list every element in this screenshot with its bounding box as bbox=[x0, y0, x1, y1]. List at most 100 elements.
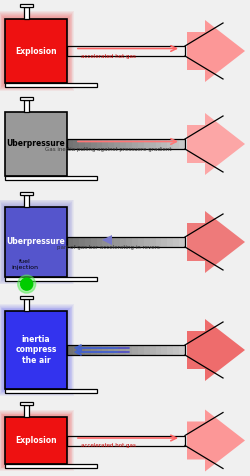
Bar bbox=[0, 14, 72, 88]
Text: Uberpressure: Uberpressure bbox=[6, 139, 66, 149]
Bar bbox=[0, 307, 72, 393]
Bar bbox=[73, 237, 79, 247]
Bar bbox=[67, 345, 73, 355]
Bar bbox=[79, 237, 85, 247]
Bar bbox=[0, 11, 74, 90]
Bar bbox=[79, 345, 85, 355]
Bar bbox=[167, 237, 174, 247]
Bar bbox=[102, 139, 109, 149]
Bar bbox=[0, 412, 72, 469]
Bar bbox=[132, 139, 138, 149]
Bar bbox=[114, 237, 120, 247]
Bar bbox=[85, 139, 91, 149]
Bar bbox=[0, 411, 73, 470]
Bar bbox=[120, 345, 126, 355]
Bar bbox=[24, 195, 29, 207]
Text: accelerated hot gas: accelerated hot gas bbox=[81, 54, 136, 59]
Polygon shape bbox=[187, 20, 245, 82]
Text: Explosion: Explosion bbox=[15, 436, 57, 445]
Bar bbox=[85, 237, 91, 247]
Bar bbox=[90, 345, 97, 355]
Bar bbox=[138, 345, 144, 355]
Bar bbox=[2, 204, 70, 280]
Bar bbox=[108, 237, 115, 247]
Bar bbox=[0, 304, 74, 396]
Bar bbox=[162, 139, 168, 149]
Bar bbox=[114, 345, 120, 355]
Polygon shape bbox=[187, 211, 245, 273]
Bar bbox=[150, 139, 156, 149]
Bar bbox=[5, 464, 97, 468]
Bar bbox=[167, 139, 174, 149]
Bar bbox=[2, 16, 70, 86]
Bar bbox=[173, 345, 180, 355]
Bar bbox=[2, 308, 70, 392]
Bar bbox=[5, 176, 97, 179]
Bar bbox=[5, 278, 97, 281]
Bar bbox=[179, 237, 186, 247]
Bar bbox=[90, 139, 97, 149]
Bar bbox=[138, 139, 144, 149]
Bar bbox=[24, 405, 29, 417]
Bar bbox=[85, 345, 91, 355]
Circle shape bbox=[18, 275, 36, 293]
Bar bbox=[114, 139, 120, 149]
Bar bbox=[96, 345, 103, 355]
Text: Explosion: Explosion bbox=[15, 47, 57, 56]
Bar bbox=[4, 416, 68, 465]
Bar bbox=[173, 237, 180, 247]
Bar bbox=[144, 139, 150, 149]
Bar bbox=[5, 207, 67, 278]
Polygon shape bbox=[102, 235, 112, 245]
Bar bbox=[67, 46, 185, 56]
Bar bbox=[144, 237, 150, 247]
Bar bbox=[96, 237, 103, 247]
Text: inertia
compress
the air: inertia compress the air bbox=[15, 335, 57, 365]
Text: Gas inertia pulling against pressuere gradient: Gas inertia pulling against pressuere gr… bbox=[45, 147, 172, 152]
Bar bbox=[102, 237, 109, 247]
Bar bbox=[2, 15, 70, 87]
Bar bbox=[156, 237, 162, 247]
Text: part of gas bar accelerating in revers: part of gas bar accelerating in revers bbox=[57, 245, 160, 250]
Bar bbox=[150, 237, 156, 247]
Bar bbox=[0, 413, 72, 468]
Bar bbox=[5, 311, 67, 389]
Bar bbox=[3, 309, 69, 391]
Bar bbox=[0, 200, 73, 284]
Bar bbox=[0, 410, 74, 471]
Bar bbox=[67, 139, 185, 149]
Bar bbox=[108, 139, 115, 149]
Bar bbox=[3, 205, 69, 279]
Bar bbox=[24, 100, 29, 112]
Bar bbox=[5, 83, 97, 88]
Bar bbox=[144, 345, 150, 355]
Bar bbox=[2, 414, 70, 467]
Bar bbox=[73, 139, 79, 149]
Text: accelerated hot gas: accelerated hot gas bbox=[81, 444, 136, 448]
Bar bbox=[0, 199, 74, 285]
Bar bbox=[24, 299, 29, 311]
Bar bbox=[67, 345, 185, 355]
Polygon shape bbox=[187, 113, 245, 175]
Bar bbox=[5, 112, 67, 176]
Bar bbox=[2, 307, 70, 393]
Bar bbox=[138, 237, 144, 247]
Bar bbox=[102, 345, 109, 355]
Bar bbox=[156, 345, 162, 355]
Polygon shape bbox=[187, 319, 245, 381]
Bar bbox=[3, 415, 69, 466]
Bar bbox=[0, 13, 72, 89]
Circle shape bbox=[21, 278, 33, 290]
Bar bbox=[156, 139, 162, 149]
Bar bbox=[79, 139, 85, 149]
Bar bbox=[179, 139, 186, 149]
Bar bbox=[173, 139, 180, 149]
Bar bbox=[0, 12, 73, 89]
Bar bbox=[132, 345, 138, 355]
Bar bbox=[0, 202, 72, 282]
Bar bbox=[3, 17, 69, 85]
Text: Uberpressure: Uberpressure bbox=[6, 238, 66, 247]
Bar bbox=[150, 345, 156, 355]
Bar bbox=[20, 97, 33, 100]
Bar bbox=[20, 296, 33, 299]
